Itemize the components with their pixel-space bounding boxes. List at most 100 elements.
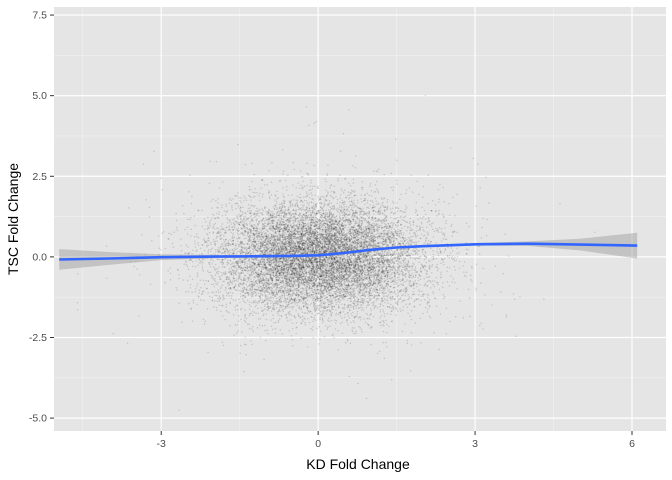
data-point <box>263 222 266 224</box>
data-point <box>314 220 317 223</box>
data-point <box>361 180 364 183</box>
data-point <box>427 296 429 299</box>
data-point <box>396 226 398 228</box>
data-point <box>378 208 380 210</box>
data-point <box>316 186 319 189</box>
data-point <box>344 215 346 218</box>
data-point <box>258 199 261 202</box>
data-point <box>309 185 312 187</box>
data-point <box>203 238 205 240</box>
data-point <box>261 273 264 276</box>
data-point <box>254 215 257 218</box>
data-point <box>424 218 427 220</box>
data-point <box>374 205 376 208</box>
data-point <box>157 235 160 237</box>
data-point <box>345 284 348 286</box>
data-point <box>339 301 341 304</box>
data-point <box>412 241 414 243</box>
data-point <box>278 289 280 292</box>
data-point <box>384 301 386 304</box>
data-point <box>308 272 311 275</box>
data-point <box>475 205 477 207</box>
data-point <box>338 226 340 228</box>
data-point <box>404 264 406 266</box>
data-point <box>309 304 312 306</box>
data-point <box>379 309 382 311</box>
data-point <box>354 295 357 298</box>
data-point <box>366 284 369 287</box>
data-point <box>339 197 341 199</box>
data-point <box>425 226 428 228</box>
data-point <box>376 259 378 262</box>
data-point <box>228 283 231 285</box>
data-point <box>267 285 270 287</box>
data-point <box>412 274 415 277</box>
data-point <box>239 210 242 213</box>
data-point <box>233 217 235 220</box>
data-point <box>308 124 310 127</box>
data-point <box>340 188 343 190</box>
data-point <box>213 214 215 217</box>
data-point <box>403 232 405 234</box>
data-point <box>379 284 381 287</box>
data-point <box>393 222 395 225</box>
data-point <box>175 219 178 222</box>
data-point <box>369 185 371 187</box>
data-point <box>323 301 325 303</box>
data-point <box>301 228 303 230</box>
data-point <box>228 311 230 314</box>
data-point <box>367 224 370 226</box>
data-point <box>428 299 431 301</box>
data-point <box>270 299 272 302</box>
data-point <box>311 241 313 243</box>
data-point <box>327 229 329 232</box>
data-point <box>402 210 404 213</box>
data-point <box>247 289 249 291</box>
plot-background <box>54 7 666 431</box>
data-point <box>295 322 298 324</box>
data-point <box>296 260 298 262</box>
data-point <box>290 314 293 317</box>
data-point <box>258 247 260 250</box>
data-point <box>303 196 305 199</box>
data-point <box>301 270 304 272</box>
data-point <box>451 256 453 259</box>
data-point <box>190 259 193 262</box>
data-point <box>353 214 356 216</box>
data-point <box>418 193 420 196</box>
data-point <box>483 294 486 296</box>
data-point <box>407 227 409 229</box>
data-point <box>258 324 261 326</box>
data-point <box>397 300 400 302</box>
data-point <box>263 308 266 310</box>
data-point <box>297 272 300 274</box>
data-point <box>244 321 247 323</box>
data-point <box>311 272 314 275</box>
data-point <box>332 225 334 228</box>
data-point <box>413 269 416 272</box>
data-point <box>253 291 255 293</box>
data-point <box>278 230 281 233</box>
data-point <box>371 290 374 292</box>
data-point <box>384 287 386 290</box>
data-point <box>385 225 388 228</box>
data-point <box>340 289 342 292</box>
data-point <box>369 278 372 281</box>
data-point <box>364 269 367 272</box>
data-point <box>407 293 409 296</box>
data-point <box>255 220 258 222</box>
data-point <box>369 228 372 230</box>
data-point <box>369 314 371 317</box>
data-point <box>196 249 198 251</box>
data-point <box>272 296 275 299</box>
data-point <box>369 199 372 202</box>
data-point <box>381 284 384 286</box>
data-point <box>346 229 349 231</box>
data-point <box>400 283 403 285</box>
data-point <box>375 219 378 222</box>
data-point <box>343 264 346 266</box>
data-point <box>246 234 249 236</box>
data-point <box>207 280 210 283</box>
data-point <box>259 292 262 295</box>
data-point <box>391 296 394 298</box>
